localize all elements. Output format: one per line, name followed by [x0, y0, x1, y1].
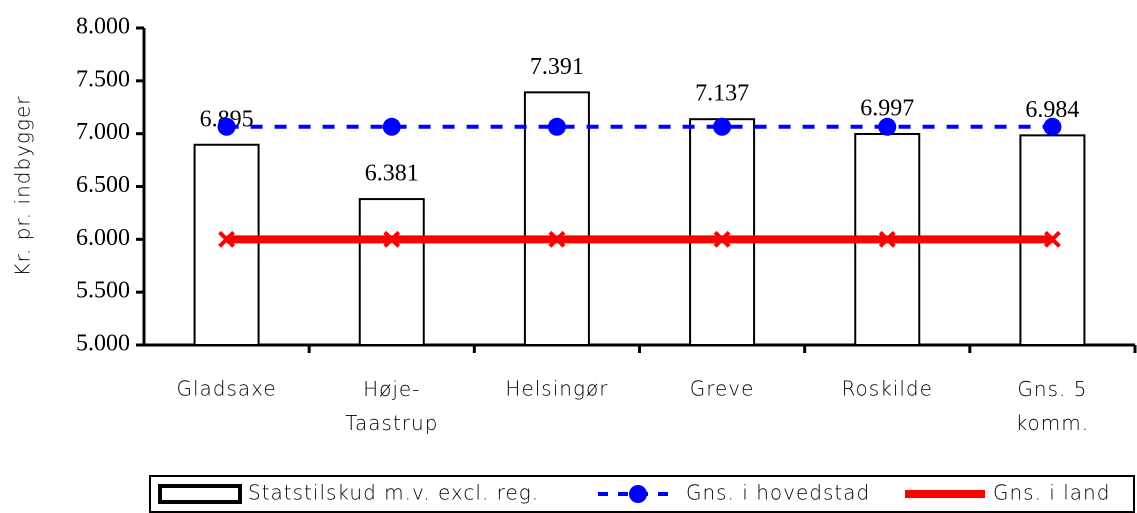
data-label: 7.137: [695, 81, 749, 107]
y-tick-label: 7.000: [76, 119, 130, 145]
marker: [383, 230, 401, 248]
marker: [878, 230, 896, 248]
y-tick-label: 5.500: [76, 278, 130, 304]
marker: [1043, 117, 1062, 136]
y-tick-label: 5.000: [76, 331, 130, 357]
marker: [878, 117, 897, 136]
data-label: 6.381: [365, 161, 419, 187]
marker: [382, 117, 401, 136]
x-tick-label: Gns. 5 komm.: [1016, 377, 1089, 435]
legend-swatch: [158, 484, 242, 504]
bar: [358, 198, 425, 346]
y-axis-label: Kr. pr. indbygger: [11, 95, 35, 276]
legend-label: Gns. i land: [993, 481, 1110, 505]
marker: [1044, 230, 1061, 248]
data-label: 6.997: [860, 95, 914, 121]
x-tick-label: Greve: [690, 377, 755, 401]
x-tick-label: Høje-Taastrup: [345, 377, 438, 435]
marker: [218, 230, 235, 248]
marker: [548, 230, 566, 248]
marker: [217, 117, 236, 136]
legend-swatch: [629, 485, 647, 503]
bar: [193, 143, 260, 346]
x-tick-label: Roskilde: [842, 377, 933, 401]
y-tick-label: 8.000: [76, 14, 130, 40]
marker: [713, 230, 731, 248]
y-tick-label: 6.500: [76, 172, 130, 198]
legend-label: Statstilskud m.v. excl. reg.: [248, 481, 539, 505]
x-tick-label: Helsingør: [505, 377, 608, 401]
bar: [689, 118, 756, 346]
y-tick-label: 7.500: [76, 66, 130, 92]
x-tick-label: Gladsaxe: [176, 377, 276, 401]
y-tick-label: 6.000: [76, 225, 130, 251]
marker: [713, 117, 732, 136]
data-label: 7.391: [530, 54, 584, 80]
marker: [547, 117, 566, 136]
legend-label: Gns. i hovedstad: [686, 481, 870, 505]
